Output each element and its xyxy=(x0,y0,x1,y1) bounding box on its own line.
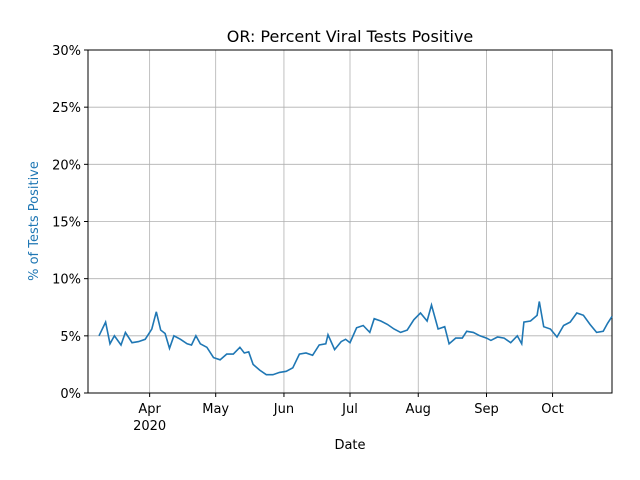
x-tick-label: Apr xyxy=(138,402,161,417)
x-tick-label: Aug xyxy=(406,402,431,417)
x-tick-label: Jul xyxy=(341,402,358,417)
chart-title: OR: Percent Viral Tests Positive xyxy=(227,27,474,46)
x-tick-label: Sep xyxy=(474,402,499,417)
plot-frame xyxy=(87,49,613,394)
x-tick-year: 2020 xyxy=(133,419,166,434)
y-tick-label: 25% xyxy=(52,101,81,116)
y-tick-label: 30% xyxy=(52,44,81,59)
y-tick-label: 0% xyxy=(60,387,81,402)
x-tick-label: Jun xyxy=(273,402,294,417)
y-axis-label: % of Tests Positive xyxy=(27,161,42,281)
data-line xyxy=(98,301,613,376)
y-tick-label: 10% xyxy=(52,273,81,288)
y-tick-label: 15% xyxy=(52,216,81,231)
x-tick-label: Oct xyxy=(541,402,563,417)
y-tick-label: 5% xyxy=(60,330,81,345)
x-axis-label: Date xyxy=(334,438,365,453)
x-tick-label: May xyxy=(202,402,229,417)
y-tick-label: 20% xyxy=(52,158,81,173)
